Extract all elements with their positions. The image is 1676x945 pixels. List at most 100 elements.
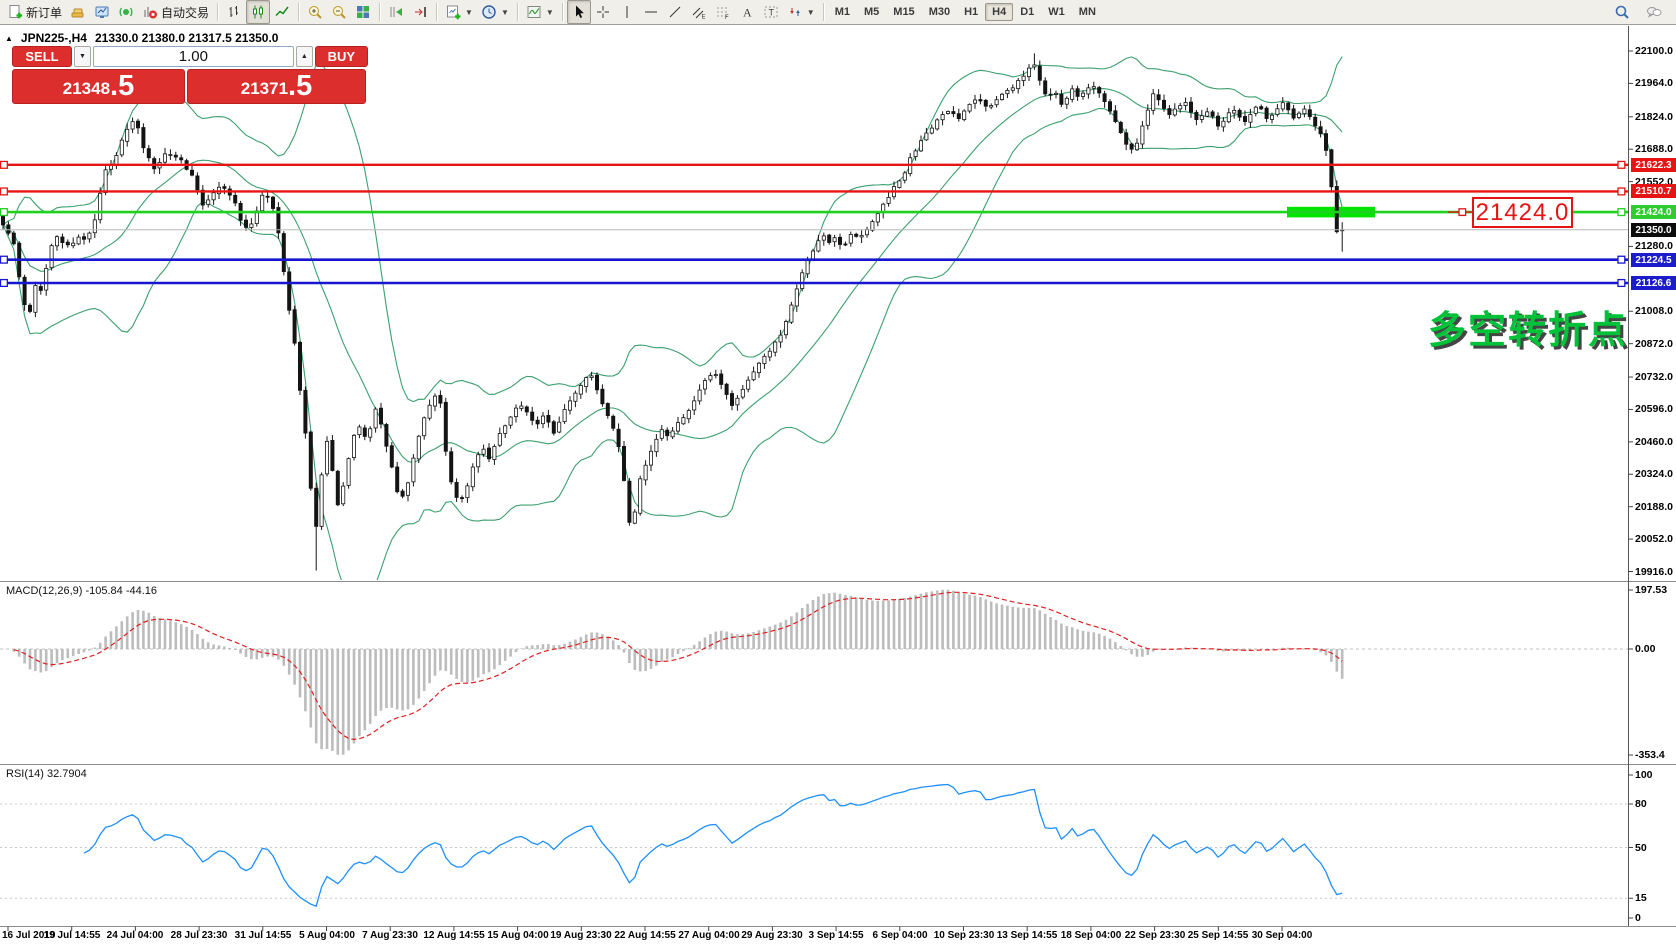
- periods-icon: [481, 4, 497, 20]
- time-axis-label: 10 Sep 23:30: [933, 930, 995, 941]
- new-order-button[interactable]: 新订单: [3, 0, 66, 24]
- text-tool-button[interactable]: A: [735, 0, 759, 24]
- time-axis-label: 13 Sep 14:55: [996, 930, 1058, 941]
- line-chart-mode-icon: [274, 4, 290, 20]
- candle-chart-mode-button[interactable]: [246, 0, 271, 24]
- new-chart-caret-icon: ▼: [465, 7, 473, 17]
- chat-button[interactable]: [1642, 0, 1666, 24]
- auto-scroll-icon: [388, 4, 404, 20]
- search-button[interactable]: [1610, 0, 1634, 24]
- sell-button[interactable]: SELL: [12, 46, 73, 67]
- price-badge: 21424.0: [1631, 205, 1676, 219]
- trendline-tool-icon: [667, 4, 683, 20]
- data-window-icon: [94, 4, 110, 20]
- buy-price-box[interactable]: 21371 .5: [187, 69, 366, 104]
- sell-price-box[interactable]: 21348 .5: [12, 69, 185, 104]
- channel-tool-button[interactable]: E: [687, 0, 711, 24]
- periods-caret-icon: ▼: [500, 7, 509, 17]
- vertical-line-tool-icon: [619, 4, 635, 20]
- fibonacci-tool-icon: F: [715, 4, 731, 20]
- arrows-tool-button[interactable]: ▼: [783, 0, 819, 24]
- price-tick-label: 21824.0: [1635, 111, 1673, 123]
- toolbar-separator: [516, 3, 518, 21]
- time-axis-label: 19 Aug 23:30: [550, 930, 612, 941]
- timeframe-H4-button[interactable]: H4: [985, 3, 1014, 21]
- zoom-in-button[interactable]: [303, 0, 327, 24]
- timeframe-M30-button[interactable]: M30: [928, 6, 951, 18]
- data-window-button[interactable]: [90, 0, 114, 24]
- signals-button[interactable]: [114, 0, 138, 24]
- auto-trading-button[interactable]: 自动交易: [138, 0, 213, 24]
- chart-shift-button[interactable]: [408, 0, 432, 24]
- time-axis-label: 22 Sep 23:30: [1124, 930, 1186, 941]
- rsi-tick-label: 15: [1635, 892, 1647, 904]
- price-tick-label: 20188.0: [1635, 501, 1673, 513]
- signals-icon: [118, 4, 134, 20]
- time-axis-label: 25 Sep 14:55: [1187, 930, 1249, 941]
- zoom-out-button[interactable]: [327, 0, 351, 24]
- time-axis-label: 28 Jul 23:30: [170, 930, 228, 941]
- time-axis-label: 30 Sep 04:00: [1251, 930, 1313, 941]
- price-tick-label: 22100.0: [1635, 45, 1673, 57]
- periods-button[interactable]: ▼: [477, 0, 513, 24]
- market-watch-button[interactable]: [66, 0, 90, 24]
- price-tick-label: 20872.0: [1635, 338, 1673, 350]
- price-callout-box[interactable]: 21424.0: [1472, 197, 1573, 228]
- toolbar-separator: [298, 3, 300, 21]
- line-chart-mode-button[interactable]: [270, 0, 294, 24]
- indicators-list-button[interactable]: ▼: [522, 0, 558, 24]
- timeframe-W1-button[interactable]: W1: [1048, 6, 1065, 18]
- indicators-list-caret-icon: ▼: [545, 7, 554, 17]
- text-label-tool-button[interactable]: T: [759, 0, 783, 24]
- tile-windows-button[interactable]: [351, 0, 375, 24]
- fibonacci-tool-button[interactable]: F: [711, 0, 735, 24]
- bar-chart-mode-button[interactable]: [222, 0, 246, 24]
- buy-button[interactable]: BUY: [314, 46, 368, 67]
- crosshair-button[interactable]: [591, 0, 615, 24]
- zoom-out-icon: [331, 4, 347, 20]
- time-axis-label: 29 Aug 23:30: [741, 930, 803, 941]
- svg-text:E: E: [701, 15, 705, 21]
- rsi-tick-label: 80: [1635, 798, 1647, 810]
- volume-input[interactable]: [92, 46, 294, 67]
- volume-increase-button[interactable]: ▲: [295, 46, 313, 67]
- tile-windows-icon: [355, 4, 371, 20]
- timeframe-MN-button[interactable]: MN: [1078, 6, 1096, 18]
- timeframe-H1-button[interactable]: H1: [964, 6, 979, 18]
- timeframe-M1-button[interactable]: M1: [834, 6, 850, 18]
- auto-scroll-button[interactable]: [384, 0, 408, 24]
- main-toolbar: 新订单 自动交易 ▼ ▼ ▼ E F A T ▼ M1 M5 M15 M30 H1 H4 D1 W1 MN: [0, 0, 1676, 25]
- vertical-line-tool-button[interactable]: [615, 0, 639, 24]
- cursor-icon: [571, 4, 587, 20]
- time-axis-label: 31 Jul 14:55: [234, 930, 292, 941]
- price-tick-label: 21964.0: [1635, 77, 1673, 89]
- timeframe-M5-button[interactable]: M5: [864, 6, 880, 18]
- rsi-tick-label: 50: [1635, 842, 1647, 854]
- chart-shift-icon: [412, 4, 428, 20]
- timeframe-D1-button[interactable]: D1: [1020, 6, 1035, 18]
- trendline-tool-button[interactable]: [663, 0, 687, 24]
- horizontal-line-tool-button[interactable]: [639, 0, 663, 24]
- text-tool-icon: A: [739, 4, 755, 20]
- new-order-label: 新订单: [26, 5, 63, 20]
- arrows-tool-icon: [787, 4, 803, 20]
- volume-decrease-button[interactable]: ▼: [74, 46, 91, 67]
- text-label-tool-icon: T: [763, 4, 779, 20]
- time-axis-label: 15 Aug 04:00: [487, 930, 549, 941]
- collapse-panel-icon[interactable]: ▲: [5, 33, 13, 43]
- timeframe-M15-button[interactable]: M15: [893, 6, 915, 18]
- time-axis-label: 18 Sep 04:00: [1060, 930, 1122, 941]
- search-icon: [1614, 4, 1630, 20]
- channel-tool-icon: E: [691, 4, 707, 20]
- candle-chart-mode-icon: [250, 4, 266, 20]
- price-tick-label: 20052.0: [1635, 533, 1673, 545]
- time-axis-label: 27 Aug 04:00: [678, 930, 740, 941]
- new-chart-button[interactable]: ▼: [441, 0, 477, 24]
- chat-icon: [1646, 4, 1662, 20]
- price-tick-label: 19916.0: [1635, 566, 1673, 578]
- svg-text:A: A: [743, 6, 752, 20]
- sell-price-frac: .5: [110, 70, 135, 102]
- cursor-button[interactable]: [566, 0, 591, 24]
- toolbar-separator: [379, 3, 381, 21]
